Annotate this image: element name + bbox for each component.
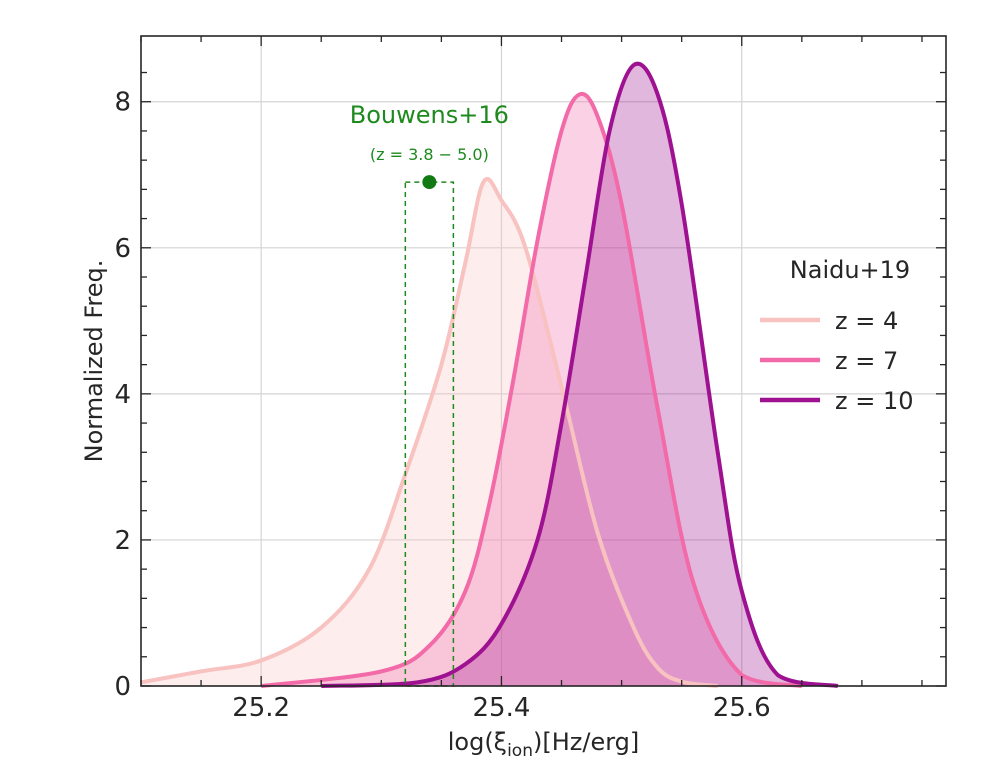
tick-labels: 25.2 25.4 25.6 0 2 4 6 8 [114, 88, 770, 723]
legend-label: z = 7 [835, 347, 898, 375]
x-axis-label-tail: )[Hz/erg] [533, 728, 639, 756]
legend-title: Naidu+19 [790, 256, 910, 284]
x-tick-label: 25.6 [713, 693, 771, 723]
x-tick-label: 25.4 [473, 693, 531, 723]
x-tick-label: 25.2 [232, 693, 290, 723]
line-z-7 [260, 91, 803, 688]
y-tick-label: 0 [114, 672, 131, 702]
area-z-4 [141, 178, 718, 687]
line-z-4 [140, 177, 718, 688]
series-areas [141, 63, 838, 687]
area-z-10 [321, 63, 838, 687]
legend-label: z = 10 [835, 387, 914, 415]
line-z-10 [321, 61, 839, 688]
legend: Naidu+19 z = 4 z = 7 z = 10 [760, 256, 914, 415]
y-tick-label: 6 [114, 234, 131, 264]
x-axis-label-sub: ion [507, 741, 533, 761]
axis-ticks [140, 36, 946, 687]
plot-frame [140, 35, 947, 687]
bouwens-label: Bouwens+16 [350, 101, 509, 129]
bouwens-data-point [422, 175, 437, 190]
y-tick-label: 8 [114, 88, 131, 118]
legend-label: z = 4 [835, 307, 898, 335]
bouwens-sublabel: (z = 3.8 − 5.0) [370, 145, 489, 164]
area-z-7 [261, 93, 802, 687]
y-tick-label: 4 [114, 380, 131, 410]
y-axis-label: Normalized Freq. [80, 260, 108, 463]
series-lines [140, 61, 839, 688]
x-axis-label: log(ξion)[Hz/erg] [448, 728, 640, 761]
x-axis-label-main: log(ξ [448, 728, 507, 756]
y-tick-label: 2 [114, 526, 131, 556]
